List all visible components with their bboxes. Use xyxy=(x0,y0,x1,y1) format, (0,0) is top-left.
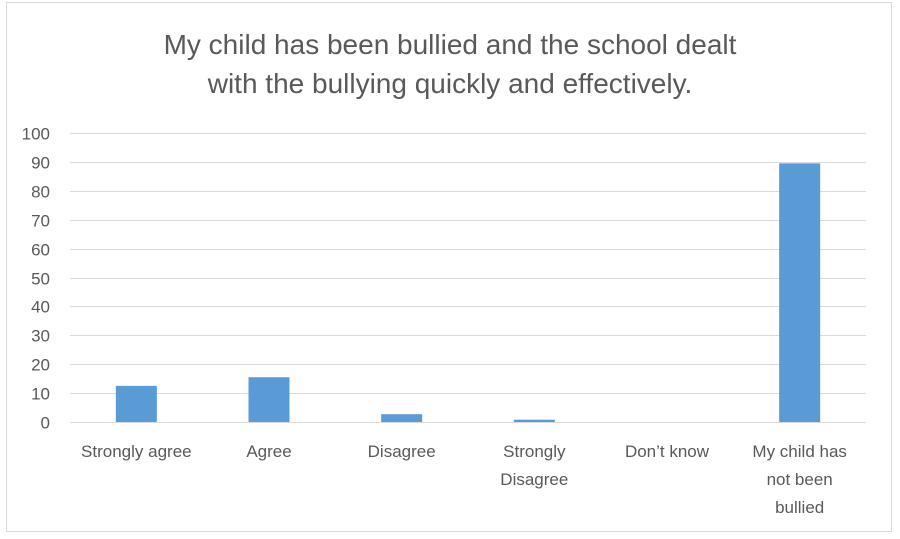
x-category-label-line: Don’t know xyxy=(625,442,710,461)
bar xyxy=(381,414,423,422)
bar xyxy=(248,377,290,422)
y-tick-label: 50 xyxy=(31,270,50,289)
x-category-label-line: My child has xyxy=(752,442,846,461)
chart-title: My child has been bullied and the school… xyxy=(7,25,893,103)
x-axis-labels: Strongly agree Agree Disagree Strongly Disag… xyxy=(81,442,847,517)
x-category-label-line: Disagree xyxy=(500,470,568,489)
x-category-label-line: bullied xyxy=(775,498,824,517)
x-category-label-line: not been xyxy=(767,470,833,489)
bar xyxy=(115,385,157,422)
gridlines xyxy=(70,133,866,423)
y-tick-label: 80 xyxy=(31,183,50,202)
y-tick-label: 20 xyxy=(31,356,50,375)
x-category-label: Don’t know xyxy=(625,442,710,461)
x-category-label: Agree xyxy=(246,442,291,461)
y-tick-label: 90 xyxy=(31,154,50,173)
bar xyxy=(513,419,555,422)
y-tick-label: 100 xyxy=(22,125,50,144)
chart-frame: My child has been bullied and the school… xyxy=(6,2,892,532)
y-tick-label: 30 xyxy=(31,327,50,346)
x-category-label: Disagree xyxy=(368,442,436,461)
x-category-label: Strongly Disagree xyxy=(500,442,568,489)
y-tick-label: 10 xyxy=(31,385,50,404)
y-tick-label: 0 xyxy=(41,414,50,433)
chart-title-line-1: My child has been bullied and the school… xyxy=(163,29,737,60)
x-category-label-line: Agree xyxy=(246,442,291,461)
x-category-label: Strongly agree xyxy=(81,442,192,461)
y-tick-label: 60 xyxy=(31,241,50,260)
x-category-label-line: Disagree xyxy=(368,442,436,461)
x-category-label-line: Strongly agree xyxy=(81,442,192,461)
chart-title-line-2: with the bullying quickly and effectivel… xyxy=(207,68,693,99)
x-category-label-line: Strongly xyxy=(503,442,566,461)
bars xyxy=(115,163,821,422)
x-category-label: My child has not been bullied xyxy=(752,442,846,517)
bar xyxy=(779,163,821,422)
y-tick-label: 70 xyxy=(31,212,50,231)
y-tick-label: 40 xyxy=(31,298,50,317)
y-axis-ticks: 0 10 20 30 40 50 60 70 80 90 100 xyxy=(22,125,50,433)
